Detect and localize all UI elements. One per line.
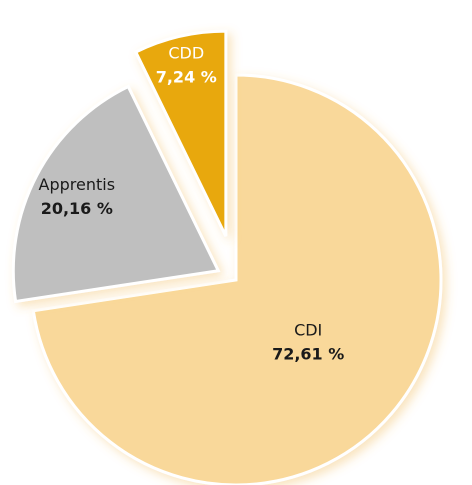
labels: CDI 72,61 % Apprentis 20,16 % CDD 7,24 % xyxy=(39,44,345,364)
slice-value-label: 7,24 % xyxy=(156,68,217,87)
slice-category-label: CDI xyxy=(294,321,322,340)
slice-value-label: 72,61 % xyxy=(272,345,344,364)
slice-category-label: Apprentis xyxy=(39,175,116,194)
slice-category-label: CDD xyxy=(168,44,204,63)
pie-slice xyxy=(133,29,228,237)
pie-slice xyxy=(11,84,221,304)
pie xyxy=(11,29,443,485)
pie-slice xyxy=(31,73,443,485)
slice-value-label: 20,16 % xyxy=(41,199,113,218)
